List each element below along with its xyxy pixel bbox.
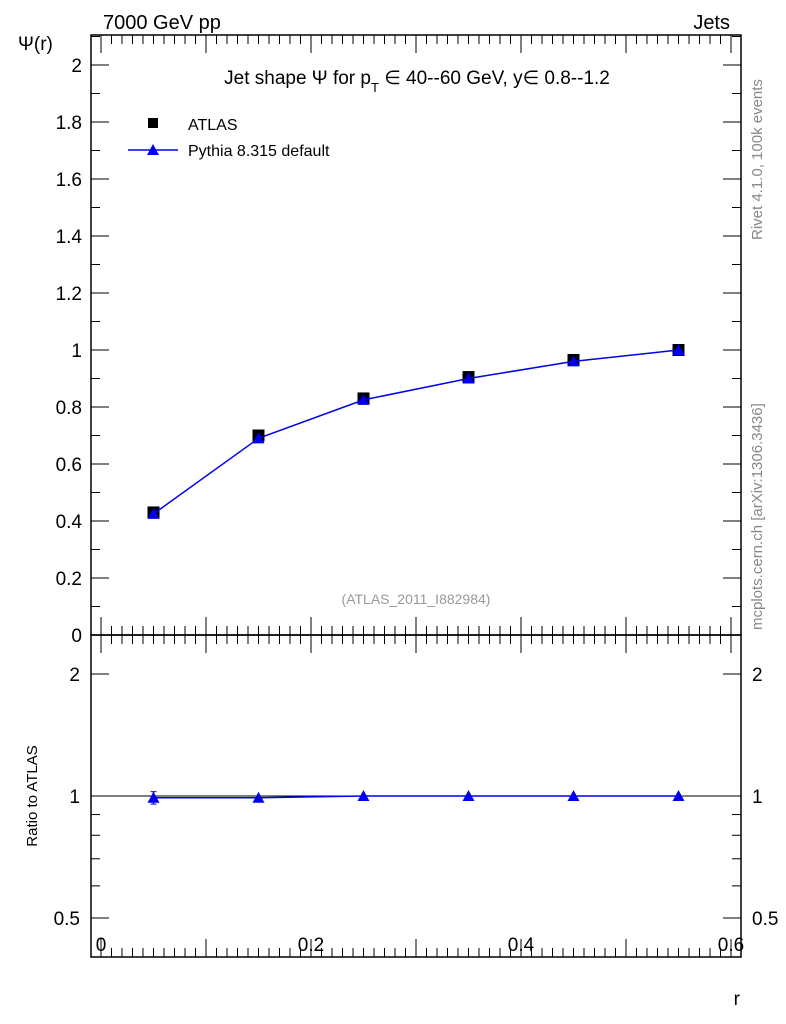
header-right: Jets (693, 12, 730, 34)
mcplots-label: mcplots.cern.ch [arXiv:1306.3436] (749, 403, 766, 630)
analysis-watermark: (ATLAS_2011_I882984) (342, 591, 491, 607)
legend-atlas-label: ATLAS (188, 117, 238, 134)
title-post: ∈ 40--60 GeV, y∈ 0.8--1.2 (379, 68, 610, 89)
ratio-data-point (567, 790, 580, 801)
pythia-data-point (567, 355, 580, 367)
x-tick-label: 0.2 (298, 935, 324, 956)
pythia-data-point (462, 372, 475, 384)
y-tick-label: 1.8 (56, 113, 82, 134)
ratio-data-point (357, 790, 370, 801)
y-tick-label: 1.4 (56, 227, 83, 248)
y-tick-label: 1 (71, 341, 82, 362)
ratio-data-point (462, 790, 475, 801)
ratio-data-point (147, 791, 160, 803)
header-left: 7000 GeV pp (103, 12, 221, 34)
legend-pythia-label: Pythia 8.315 default (188, 143, 330, 160)
rivet-label: Rivet 4.1.0, 100k events (749, 79, 766, 240)
pythia-data-point (147, 507, 160, 519)
x-axis-label: r (734, 989, 741, 1010)
y-tick-label: 0 (71, 626, 82, 647)
ratio-y-tick-label-right: 2 (752, 665, 763, 686)
title-pre: Jet shape Ψ for p (224, 68, 371, 89)
y-tick-label: 1.2 (56, 284, 82, 305)
legend-atlas-marker (148, 118, 158, 128)
pythia-data-point (252, 432, 265, 444)
ratio-y-tick-label: 0.5 (54, 909, 80, 930)
chart-title: Jet shape Ψ for pT ∈ 40--60 GeV, y∈ 0.8-… (224, 68, 610, 95)
x-tick-label: 0.6 (718, 935, 744, 956)
y-tick-label: 1.6 (56, 170, 82, 191)
ratio-line (153, 795, 679, 799)
legend-pythia-marker (147, 144, 159, 155)
ratio-y-tick-label: 1 (69, 787, 80, 808)
y-axis-label-ratio: Ratio to ATLAS (24, 745, 41, 846)
ratio-y-tick-label: 2 (69, 665, 80, 686)
ratio-data-point (252, 791, 265, 803)
ratio-y-tick-label-right: 1 (752, 787, 763, 808)
y-tick-label: 0.8 (56, 398, 82, 419)
pythia-data-point (672, 344, 685, 355)
y-tick-label: 0.2 (56, 569, 82, 590)
title-sub: T (371, 80, 379, 95)
ratio-y-tick-label-right: 0.5 (752, 909, 778, 930)
pythia-data-point (357, 393, 370, 405)
y-axis-label-top: Ψ(r) (18, 34, 53, 55)
y-tick-label: 0.6 (56, 455, 82, 476)
legend: ATLAS Pythia 8.315 default (128, 117, 330, 160)
y-tick-label: 2 (71, 56, 82, 77)
pythia-line (153, 349, 679, 515)
ratio-data-point (672, 790, 685, 801)
x-tick-label: 0 (96, 935, 107, 956)
y-tick-label: 0.4 (56, 512, 83, 533)
x-tick-label: 0.4 (508, 935, 535, 956)
